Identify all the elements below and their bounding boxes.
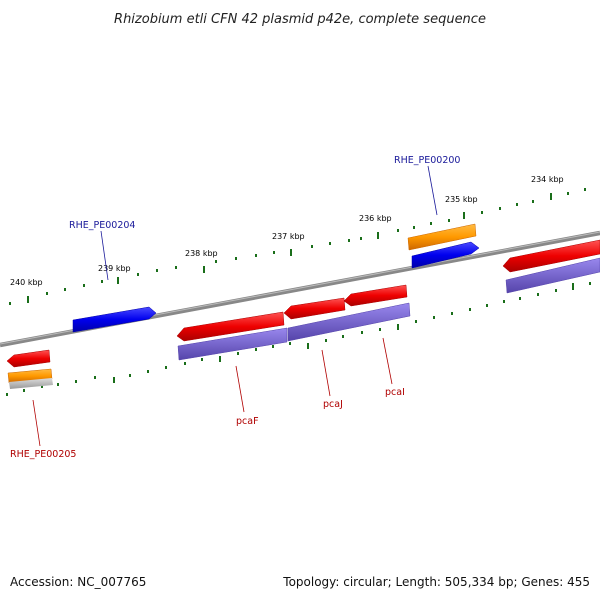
tick-label-239kbp: 239 kbp: [98, 264, 131, 273]
tick-label-240kbp: 240 kbp: [10, 278, 43, 287]
outer-tick-track: [9, 188, 586, 305]
gene-RHE_PE00205[interactable]: [6, 349, 51, 368]
tick-labels: 240 kbp 239 kbp 238 kbp 237 kbp 236 kbp …: [10, 175, 564, 287]
label-pcaI: pcaI: [385, 387, 405, 398]
feature-grey-RHE_PE00205: [9, 378, 53, 389]
tick-label-235kbp: 235 kbp: [445, 195, 478, 204]
accession-text: Accession: NC_007765: [10, 575, 146, 589]
inner-tick-track: [6, 282, 591, 396]
gene-pcaJ[interactable]: [283, 297, 346, 320]
label-pcaJ: pcaJ: [323, 399, 343, 410]
tick-label-234kbp: 234 kbp: [531, 175, 564, 184]
topology-text: Topology: circular; Length: 505,334 bp; …: [282, 575, 590, 589]
gene-RHE_PE00204[interactable]: [72, 306, 157, 333]
feature-purple-right[interactable]: [505, 257, 600, 294]
tick-label-237kbp: 237 kbp: [272, 232, 305, 241]
feature-purple-pcaF[interactable]: [177, 327, 288, 361]
gene-right-reverse[interactable]: [502, 239, 600, 273]
map-title: Rhizobium etli CFN 42 plasmid p42e, comp…: [114, 12, 486, 27]
label-RHE_PE00205: RHE_PE00205: [10, 449, 76, 460]
gene-pcaI[interactable]: [343, 284, 408, 307]
label-leaders: [32, 165, 438, 447]
feature-orange-RHE_PE00200[interactable]: [407, 223, 477, 251]
label-RHE_PE00204: RHE_PE00204: [69, 220, 135, 231]
tick-label-238kbp: 238 kbp: [185, 249, 218, 258]
tick-label-236kbp: 236 kbp: [359, 214, 392, 223]
label-RHE_PE00200: RHE_PE00200: [394, 155, 460, 166]
feature-purple-pcaJ-pcaI[interactable]: [287, 302, 411, 342]
gene-RHE_PE00200[interactable]: [411, 241, 480, 269]
label-pcaF: pcaF: [236, 416, 259, 427]
gene-pcaF[interactable]: [176, 311, 285, 342]
